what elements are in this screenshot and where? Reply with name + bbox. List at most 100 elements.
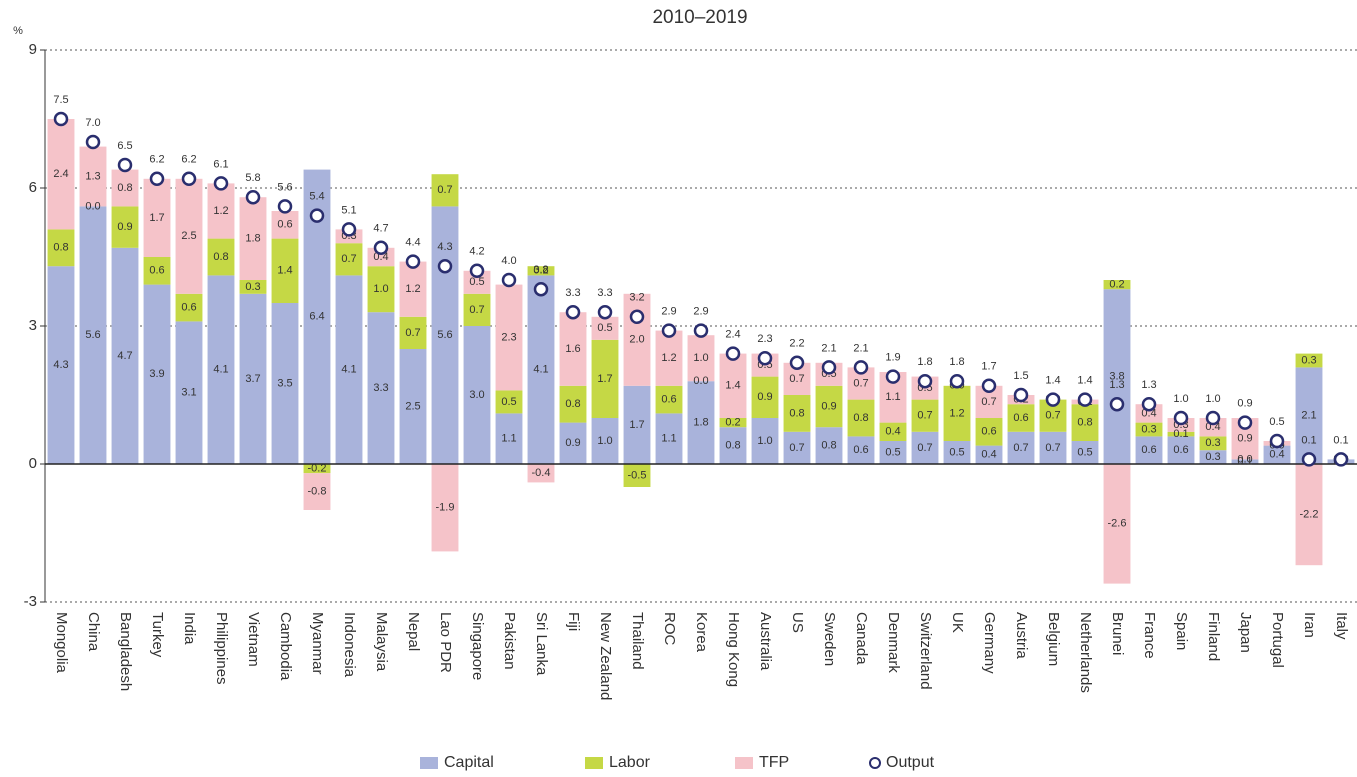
output-label: 1.4 bbox=[1077, 375, 1092, 387]
legend-label: Labor bbox=[609, 754, 651, 771]
output-marker bbox=[117, 157, 133, 173]
output-label: 1.3 bbox=[1109, 379, 1124, 391]
output-label: 5.1 bbox=[341, 204, 356, 216]
data-label: 0.7 bbox=[917, 410, 932, 422]
x-tick-label: China bbox=[85, 612, 102, 652]
output-label: 7.0 bbox=[85, 117, 100, 129]
x-tick-label: Mongolia bbox=[53, 612, 70, 674]
output-label: 2.3 bbox=[757, 333, 772, 345]
x-tick-label: Netherlands bbox=[1077, 612, 1094, 693]
data-label: 0.3 bbox=[245, 281, 260, 293]
bar-segment bbox=[271, 211, 299, 239]
bar-segment bbox=[431, 206, 459, 464]
bar-segment bbox=[591, 418, 619, 464]
bar-segment bbox=[1295, 464, 1323, 566]
output-label: 0.1 bbox=[1301, 434, 1316, 446]
x-tick-label: Philippines bbox=[213, 612, 230, 685]
output-marker bbox=[533, 281, 549, 297]
data-label: 4.3 bbox=[53, 359, 68, 371]
output-label: 5.8 bbox=[245, 172, 260, 184]
output-marker bbox=[789, 355, 805, 371]
bar-segment bbox=[207, 238, 235, 276]
output-label: 6.1 bbox=[213, 158, 228, 170]
data-label: 0.8 bbox=[213, 251, 228, 263]
bar-segment bbox=[367, 312, 395, 464]
output-label: 5.6 bbox=[277, 181, 292, 193]
legend-label: Capital bbox=[444, 754, 494, 771]
bar-segment bbox=[879, 441, 907, 464]
output-label: 6.2 bbox=[181, 154, 196, 166]
data-label: 1.1 bbox=[501, 433, 516, 445]
output-marker bbox=[1269, 433, 1285, 449]
data-label: 2.3 bbox=[501, 331, 516, 343]
bar-segment bbox=[143, 257, 171, 285]
bar-segment bbox=[1103, 464, 1131, 584]
x-tick-label: Indonesia bbox=[341, 612, 358, 678]
bar-segment bbox=[527, 275, 555, 464]
x-tick-label: UK bbox=[949, 612, 966, 633]
output-label: 4.7 bbox=[373, 223, 388, 235]
bar-segment bbox=[399, 349, 427, 464]
output-marker bbox=[1301, 452, 1317, 467]
bar-segment bbox=[655, 330, 683, 386]
x-tick-label: ROC bbox=[661, 612, 678, 646]
data-label: 2.5 bbox=[181, 230, 196, 242]
data-label: -0.5 bbox=[628, 469, 647, 481]
bar-segment bbox=[335, 243, 363, 276]
output-marker bbox=[469, 263, 485, 279]
output-label: 4.2 bbox=[469, 246, 484, 258]
data-label: 0.7 bbox=[1045, 442, 1060, 454]
output-marker bbox=[629, 309, 645, 325]
output-marker bbox=[245, 189, 261, 205]
data-label: 0.6 bbox=[661, 394, 676, 406]
legend-marker bbox=[869, 757, 881, 769]
bar-segment bbox=[143, 178, 171, 257]
bar-segment bbox=[47, 229, 75, 267]
bar-segment bbox=[207, 183, 235, 239]
data-label: 1.4 bbox=[277, 265, 292, 277]
x-tick-label: New Zealand bbox=[597, 612, 614, 700]
data-label: 0.7 bbox=[1045, 410, 1060, 422]
data-label: 1.2 bbox=[949, 407, 964, 419]
data-label: 0.8 bbox=[117, 182, 132, 194]
legend-label: TFP bbox=[759, 754, 789, 771]
data-label: 0.8 bbox=[821, 440, 836, 452]
output-marker bbox=[757, 350, 773, 366]
y-unit: % bbox=[13, 25, 23, 37]
x-tick-label: Vietnam bbox=[245, 612, 262, 667]
bar-segment bbox=[1295, 353, 1323, 368]
x-tick-label: Bangladesh bbox=[117, 612, 134, 691]
data-label: 4.7 bbox=[117, 350, 132, 362]
data-label: 1.7 bbox=[149, 212, 164, 224]
output-marker bbox=[1173, 410, 1189, 426]
output-label: 7.5 bbox=[53, 94, 68, 106]
x-tick-label: Brunei bbox=[1109, 612, 1126, 655]
data-label: 0.7 bbox=[853, 377, 868, 389]
data-label: 3.5 bbox=[277, 377, 292, 389]
data-label: 0.1 bbox=[1237, 456, 1252, 468]
data-label: -2.2 bbox=[1300, 509, 1319, 521]
x-tick-label: Lao PDR bbox=[437, 612, 454, 673]
bar-segment bbox=[1135, 422, 1163, 437]
output-marker bbox=[341, 222, 357, 237]
output-marker bbox=[981, 378, 997, 394]
x-tick-label: India bbox=[181, 612, 198, 645]
bar-segment bbox=[783, 431, 811, 464]
bar-segment bbox=[1135, 436, 1163, 464]
bar-segment bbox=[655, 385, 683, 414]
data-label: 1.2 bbox=[405, 283, 420, 295]
bar-segment bbox=[847, 399, 875, 437]
data-label: -0.8 bbox=[308, 486, 327, 498]
data-label: -2.6 bbox=[1108, 518, 1127, 530]
bar-segment bbox=[527, 266, 555, 276]
output-label: 2.1 bbox=[853, 342, 868, 354]
output-marker bbox=[565, 304, 581, 320]
data-label: 0.3 bbox=[1141, 423, 1156, 435]
bar-segment bbox=[815, 385, 843, 428]
output-label: 1.0 bbox=[1173, 393, 1188, 405]
output-marker bbox=[149, 171, 165, 187]
bar-segment bbox=[783, 395, 811, 432]
bar-segment bbox=[303, 473, 331, 510]
x-tick-label: Singapore bbox=[469, 612, 486, 680]
output-label: 5.4 bbox=[309, 191, 324, 203]
